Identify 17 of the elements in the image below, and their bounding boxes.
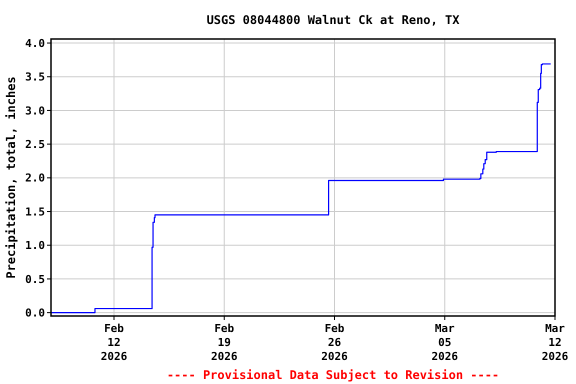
y-tick-label: 3.0 <box>25 104 45 118</box>
y-tick-label: 1.5 <box>25 205 45 218</box>
y-tick-label: 3.5 <box>25 70 45 84</box>
y-tick-label: 0.5 <box>25 272 45 286</box>
chart-title: USGS 08044800 Walnut Ck at Reno, TX <box>206 13 460 27</box>
y-tick-label: 1.0 <box>25 239 45 252</box>
x-tick-label: Feb 12 2026 <box>100 322 128 363</box>
x-tick-label: Mar 05 2026 <box>432 322 458 363</box>
y-tick-label: 4.0 <box>25 36 45 50</box>
y-tick-label: 0.0 <box>25 306 45 320</box>
y-tick-label: 2.5 <box>25 138 45 151</box>
x-tick-label: Mar 12 2026 <box>542 322 569 363</box>
y-axis-title: Precipitation, total, inches <box>4 76 18 279</box>
y-tick-label: 2.0 <box>25 172 45 185</box>
x-tick-label: Feb 19 2026 <box>211 322 238 363</box>
text: ---- Provisional Data Subject to Revision ---- <box>166 368 500 382</box>
x-tick-label: Feb 26 2026 <box>321 322 348 363</box>
